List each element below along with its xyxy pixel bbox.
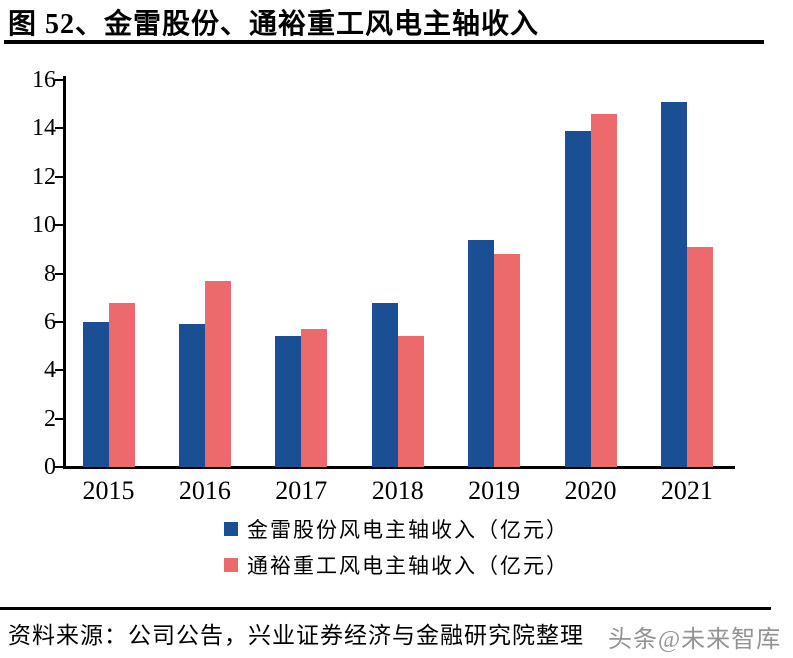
- x-tick-label: 2016: [178, 476, 231, 505]
- y-axis-labels: 0 2 4 6 8 10 12 14 16: [14, 0, 56, 480]
- x-tick-label: 2021: [660, 476, 713, 505]
- y-tick-label: 14: [32, 115, 56, 142]
- y-tick-label: 0: [44, 454, 56, 480]
- bar-series0-2019: [468, 240, 495, 467]
- y-tick-label: 2: [44, 405, 56, 432]
- bar-series0-2020: [564, 131, 591, 467]
- bar-series1-2016: [204, 281, 231, 467]
- y-tick-mark: [55, 320, 63, 323]
- y-tick-label: 10: [32, 212, 56, 239]
- bar-series0-2015: [82, 322, 109, 467]
- y-tick-mark: [55, 369, 63, 372]
- y-tick-mark: [55, 79, 63, 81]
- bar-series1-2021: [686, 247, 713, 467]
- legend-swatch-blue: [224, 522, 238, 536]
- legend-item-series-0: 金雷股份风电主轴收入（亿元）: [224, 514, 569, 544]
- y-tick-label: 4: [44, 357, 56, 384]
- legend-swatch-red: [224, 558, 238, 572]
- x-tick-label: 2019: [468, 476, 521, 505]
- y-tick-label: 16: [32, 67, 56, 93]
- chart-legend: 金雷股份风电主轴收入（亿元） 通裕重工风电主轴收入（亿元）: [0, 511, 793, 583]
- bar-series1-2020: [590, 114, 617, 467]
- legend-item-series-1: 通裕重工风电主轴收入（亿元）: [224, 550, 569, 580]
- x-tick-label: 2017: [275, 476, 328, 505]
- x-tick-label: 2020: [564, 476, 617, 505]
- y-tick-label: 12: [32, 163, 56, 190]
- bar-series1-2015: [108, 303, 135, 467]
- legend-label: 通裕重工风电主轴收入（亿元）: [247, 554, 569, 578]
- watermark-text: 头条@未来智库: [608, 627, 782, 653]
- footer-divider: [0, 607, 771, 610]
- y-tick-label: 6: [44, 308, 56, 335]
- bar-series0-2021: [660, 102, 687, 467]
- y-tick-label: 8: [44, 260, 56, 287]
- y-tick-mark: [55, 224, 63, 227]
- y-tick-mark: [55, 175, 63, 178]
- bar-series0-2017: [275, 336, 302, 467]
- y-tick-mark: [55, 466, 63, 468]
- bar-plot-area: [63, 80, 735, 467]
- bar-series1-2018: [397, 336, 424, 467]
- x-tick-label: 2018: [371, 476, 424, 505]
- bar-series1-2017: [301, 329, 328, 467]
- y-tick-mark: [55, 272, 63, 275]
- bar-series0-2016: [178, 324, 205, 467]
- y-tick-mark: [55, 417, 63, 420]
- legend-rows: 金雷股份风电主轴收入（亿元） 通裕重工风电主轴收入（亿元）: [224, 511, 569, 583]
- title-underline: [4, 40, 764, 44]
- figure-title: 图 52、金雷股份、通裕重工风电主轴收入: [8, 9, 540, 40]
- x-axis-line: [63, 466, 735, 469]
- y-tick-mark: [55, 127, 63, 130]
- x-tick-label: 2015: [82, 476, 135, 505]
- y-axis-line: [63, 76, 66, 469]
- legend-label: 金雷股份风电主轴收入（亿元）: [247, 518, 569, 542]
- x-axis-labels: 2015 2016 2017 2018 2019 2020 2021: [63, 476, 735, 508]
- bar-series0-2018: [371, 303, 398, 467]
- source-text: 资料来源：公司公告，兴业证券经济与金融研究院整理: [8, 623, 584, 648]
- bar-series1-2019: [494, 254, 521, 467]
